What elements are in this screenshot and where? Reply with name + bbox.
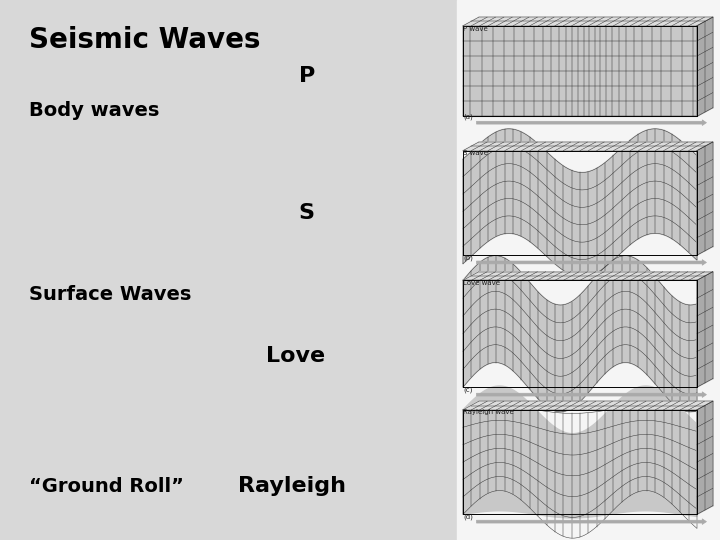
Text: P wave: P wave — [463, 26, 487, 32]
Text: (b): (b) — [463, 254, 473, 261]
Text: Body waves: Body waves — [29, 101, 159, 120]
Polygon shape — [697, 17, 713, 117]
Polygon shape — [463, 17, 713, 26]
Text: S: S — [299, 203, 315, 224]
Polygon shape — [463, 129, 697, 277]
Text: Rayleigh: Rayleigh — [238, 476, 346, 496]
Text: Surface Waves: Surface Waves — [29, 285, 192, 304]
Bar — [457, 0, 720, 540]
Polygon shape — [463, 142, 713, 151]
Polygon shape — [697, 272, 713, 387]
Polygon shape — [697, 401, 713, 514]
Text: S wave: S wave — [463, 150, 488, 156]
Polygon shape — [463, 256, 697, 412]
Text: Rayleigh wave: Rayleigh wave — [463, 409, 513, 415]
Text: (a): (a) — [463, 114, 473, 120]
Text: (d): (d) — [463, 514, 473, 520]
Polygon shape — [463, 386, 697, 518]
Text: Seismic Waves: Seismic Waves — [29, 26, 261, 55]
Text: “Ground Roll”: “Ground Roll” — [29, 476, 184, 496]
Polygon shape — [697, 142, 713, 255]
Text: Love wave: Love wave — [463, 280, 500, 286]
Text: P: P — [299, 65, 315, 86]
Polygon shape — [463, 272, 713, 280]
Text: Love: Love — [266, 346, 325, 367]
Bar — [463, 26, 697, 117]
Text: (c): (c) — [463, 387, 472, 393]
Polygon shape — [463, 401, 713, 410]
